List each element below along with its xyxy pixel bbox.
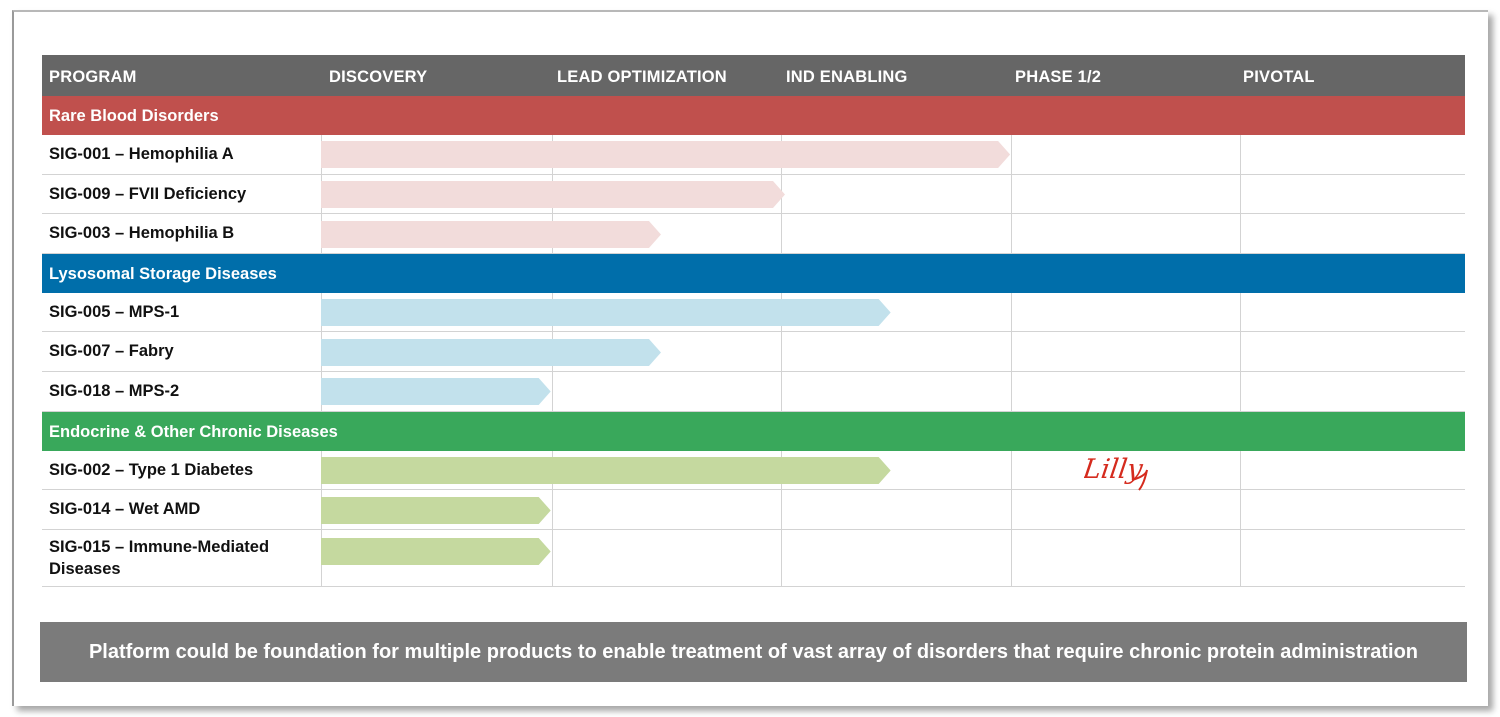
row-divider: [42, 528, 1465, 530]
program-label: SIG-002 – Type 1 Diabetes: [49, 460, 254, 479]
header-pivotal: PIVOTAL: [1243, 68, 1315, 86]
progress-arrow: [321, 378, 551, 406]
progress-arrow: [321, 537, 551, 565]
progress-arrow-shape: [321, 378, 551, 406]
progress-arrow-shape: [321, 456, 891, 484]
progress-arrow-shape: [321, 299, 891, 327]
program-label: SIG-007 – Fabry: [49, 342, 174, 361]
category-label: Lysosomal Storage Diseases: [49, 264, 277, 283]
progress-arrow: [321, 338, 661, 366]
program-label: SIG-003 – Hemophilia B: [49, 224, 235, 243]
lilly-logo-swash: [1131, 469, 1148, 491]
column-divider: [1240, 96, 1241, 586]
category-row: Rare Blood Disorders: [42, 96, 1465, 135]
progress-arrow: [321, 496, 551, 524]
program-label: SIG-005 – MPS-1: [49, 302, 180, 321]
header-lead-optimization: LEAD OPTIMIZATION: [557, 68, 727, 86]
progress-arrow-shape: [321, 338, 661, 366]
summary-banner-text: Platform could be foundation for multipl…: [88, 641, 1419, 663]
program-label: SIG-001 – Hemophilia A: [49, 145, 234, 163]
progress-arrow-shape: [321, 180, 785, 208]
category-row: Endocrine & Other Chronic Diseases: [42, 411, 1465, 451]
header-discovery: DISCOVERY: [329, 68, 428, 86]
column-divider: [781, 96, 782, 586]
summary-banner: Platform could be foundation for multipl…: [40, 622, 1467, 682]
row-divider: [42, 331, 1465, 333]
program-label: SIG-014 – Wet AMD: [49, 500, 201, 519]
lilly-logo-text: Lilly: [1084, 454, 1145, 485]
program-label: SIG-018 – MPS-2: [49, 382, 180, 400]
row-divider: [42, 173, 1465, 175]
category-label: Endocrine & Other Chronic Diseases: [49, 422, 338, 441]
progress-arrow-shape: [321, 496, 551, 524]
progress-arrow: [321, 141, 1011, 169]
header-phase-1-2: PHASE 1/2: [1015, 68, 1102, 86]
progress-arrow-shape: [321, 220, 661, 248]
category-row: Lysosomal Storage Diseases: [42, 253, 1465, 293]
row-divider: [42, 252, 1465, 254]
column-divider: [1011, 96, 1012, 586]
header-row: PROGRAM DISCOVERY LEAD OPTIMIZATION IND …: [42, 55, 1465, 96]
program-label: SIG-009 – FVII Deficiency: [49, 184, 247, 203]
pipeline-table: PROGRAM DISCOVERY LEAD OPTIMIZATION IND …: [42, 55, 1465, 587]
row-divider: [42, 371, 1465, 372]
progress-arrow: [321, 299, 891, 327]
row-divider: [42, 489, 1465, 491]
row-divider: [42, 585, 1465, 587]
progress-arrow: [321, 220, 661, 248]
program-label: SIG-015 – Immune-Mediated Diseases: [49, 537, 270, 578]
progress-arrow: [321, 180, 785, 208]
row-divider: [42, 410, 1465, 412]
header-program: PROGRAM: [49, 68, 137, 86]
progress-arrow: [321, 456, 891, 484]
row-divider: [42, 213, 1465, 215]
progress-arrow-shape: [321, 537, 551, 565]
progress-arrow-shape: [321, 141, 1011, 169]
header-ind-enabling: IND ENABLING: [786, 68, 908, 86]
lilly-partner-logo: Lilly: [1084, 454, 1148, 491]
category-label: Rare Blood Disorders: [49, 107, 219, 125]
